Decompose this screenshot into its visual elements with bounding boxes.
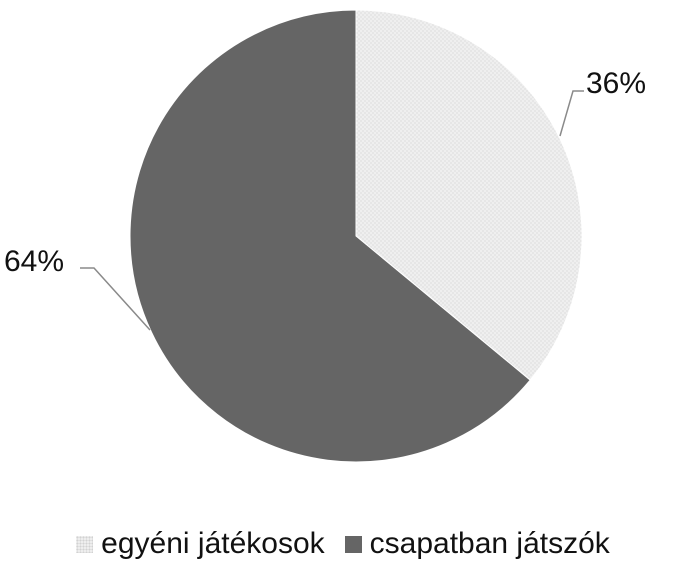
legend-swatch-egyeni [76, 535, 94, 553]
data-label-csapatban: 64% [4, 245, 65, 278]
pie-slice-csapatban [129, 9, 531, 463]
pie-slice-egyeni [355, 9, 583, 381]
pie-plot [80, 9, 584, 463]
legend-swatch-csapatban [344, 535, 362, 553]
leader-line-csapatban [80, 267, 151, 331]
data-label-egyeni: 36% [586, 67, 647, 100]
legend-item-csapatban: csapatban játszók [344, 527, 610, 561]
legend-item-egyeni: egyéni játékosok [76, 527, 325, 561]
leader-line-egyeni [559, 90, 584, 137]
legend-label-egyeni: egyéni játékosok [101, 527, 325, 560]
legend: egyéni játékosok csapatban játszók [0, 526, 686, 562]
legend-label-csapatban: csapatban játszók [369, 527, 610, 560]
